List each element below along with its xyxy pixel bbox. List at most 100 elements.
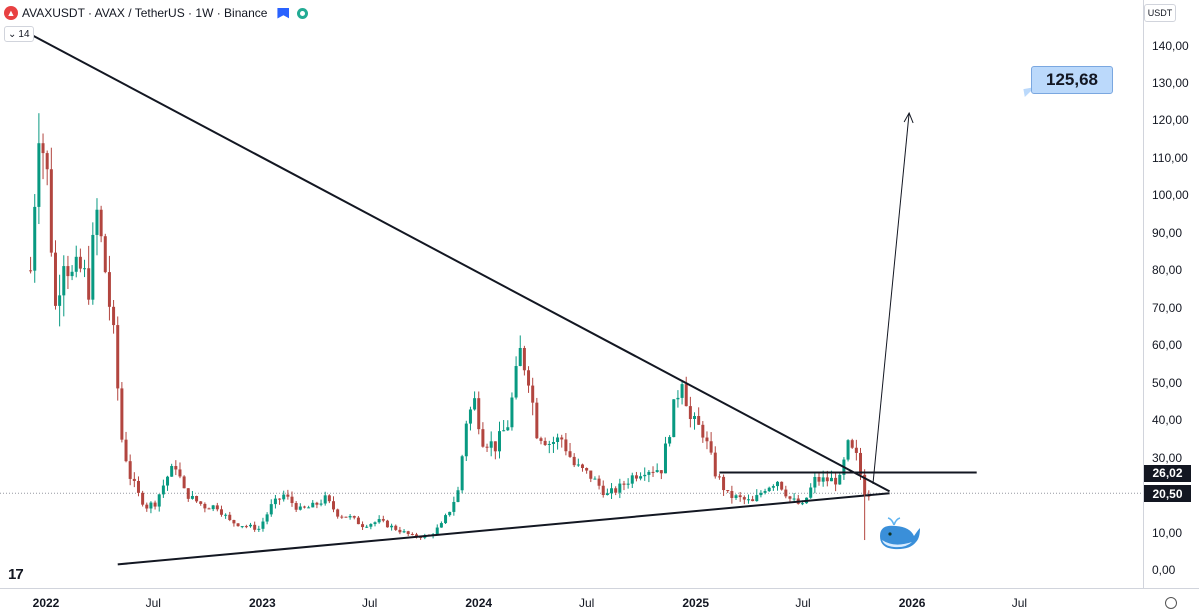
candle-up	[813, 476, 817, 488]
price-tick: 140,00	[1152, 38, 1189, 53]
candle-up	[655, 470, 659, 473]
candle-up	[452, 501, 456, 512]
ascending-support-line[interactable]	[117, 492, 890, 566]
settings-icon[interactable]	[1165, 597, 1177, 609]
candle-up	[161, 485, 165, 495]
candle-up	[456, 490, 460, 502]
time-tick: Jul	[1011, 596, 1028, 610]
candle-down	[568, 451, 572, 457]
candle-up	[91, 234, 95, 300]
candle-up	[149, 502, 153, 509]
candle-up	[444, 515, 448, 524]
tradingview-logo[interactable]: 17	[8, 566, 24, 583]
target-callout[interactable]: 125,68	[1031, 66, 1113, 94]
candle-up	[605, 493, 609, 496]
descending-resistance-line[interactable]	[30, 33, 891, 493]
candle-up	[166, 476, 170, 486]
candle-down	[705, 437, 709, 442]
candle-up	[224, 514, 228, 516]
candle-up	[502, 430, 506, 432]
symbol-title[interactable]: AVAXUSDT · AVAX / TetherUS · 1W · Binanc…	[22, 6, 268, 20]
candle-down	[522, 347, 526, 371]
candle-down	[572, 456, 576, 466]
candle-up	[618, 483, 622, 493]
candle-down	[751, 499, 755, 502]
candle-down	[385, 520, 389, 528]
candle-up	[514, 366, 518, 398]
candle-down	[659, 470, 663, 474]
candle-down	[580, 464, 584, 469]
candle-down	[352, 516, 356, 518]
candle-down	[697, 416, 701, 425]
candle-up	[746, 499, 750, 501]
candle-down	[410, 534, 414, 536]
candle-down	[136, 480, 140, 493]
candle-down	[315, 502, 319, 505]
candle-down	[730, 491, 734, 498]
candle-up	[556, 437, 560, 443]
candle-up	[576, 464, 580, 466]
indicator-value: 14	[18, 28, 30, 40]
candle-down	[622, 483, 626, 485]
candle-up	[771, 486, 775, 488]
candle-down	[585, 468, 589, 471]
candle-down	[589, 470, 593, 479]
candle-down	[688, 406, 692, 420]
candle-up	[249, 524, 253, 527]
candle-down	[153, 502, 157, 507]
time-tick: 2025	[682, 596, 710, 610]
price-tick: 40,00	[1152, 413, 1183, 428]
candle-up	[435, 527, 439, 535]
candle-up	[630, 475, 634, 484]
candle-up	[734, 495, 738, 498]
candle-down	[742, 497, 746, 500]
candle-up	[551, 442, 555, 444]
candle-down	[709, 441, 713, 453]
candle-down	[535, 402, 539, 439]
candle-down	[825, 477, 829, 482]
candle-up	[672, 399, 676, 438]
candle-up	[282, 494, 286, 500]
candle-up	[402, 531, 406, 533]
candle-down	[203, 503, 207, 509]
candle-up	[767, 487, 771, 492]
candle-up	[755, 495, 759, 502]
candle-up	[211, 505, 215, 510]
candle-down	[228, 514, 232, 521]
candle-down	[107, 272, 111, 307]
candle-up	[506, 427, 510, 431]
candle-down	[780, 481, 784, 490]
candle-down	[854, 447, 858, 453]
price-chart[interactable]	[0, 0, 1143, 588]
candle-down	[394, 525, 398, 530]
market-status-icon[interactable]	[297, 7, 309, 19]
candle-down	[232, 520, 236, 524]
chevron-down-icon: ⌄	[8, 28, 17, 40]
time-tick: 2023	[249, 596, 276, 610]
time-axis[interactable]	[0, 588, 1199, 614]
candle-down	[45, 153, 49, 170]
candle-down	[415, 534, 418, 537]
candle-up	[680, 384, 684, 398]
candle-up	[261, 521, 265, 529]
candle-down	[199, 501, 203, 504]
candle-up	[311, 502, 315, 508]
candle-down	[49, 169, 53, 253]
time-tick: 2024	[465, 596, 493, 610]
indicator-toggle[interactable]: ⌄ 14	[4, 26, 34, 42]
chart-header: ▲ AVAXUSDT · AVAX / TetherUS · 1W · Bina…	[4, 5, 309, 21]
candle-up	[70, 271, 74, 277]
chart-area[interactable]	[0, 0, 1143, 588]
time-tick: Jul	[578, 596, 595, 610]
candle-down	[784, 489, 788, 497]
candle-up	[323, 495, 327, 504]
level-price-label: 26,02	[1144, 464, 1191, 482]
flag-icon[interactable]	[277, 7, 290, 19]
candle-down	[141, 492, 145, 505]
candle-up	[240, 526, 244, 528]
projection-arrow-line[interactable]	[872, 112, 910, 484]
candle-down	[859, 452, 863, 475]
candle-up	[626, 483, 630, 485]
currency-selector[interactable]: USDT	[1144, 4, 1176, 22]
candle-up	[269, 504, 273, 515]
